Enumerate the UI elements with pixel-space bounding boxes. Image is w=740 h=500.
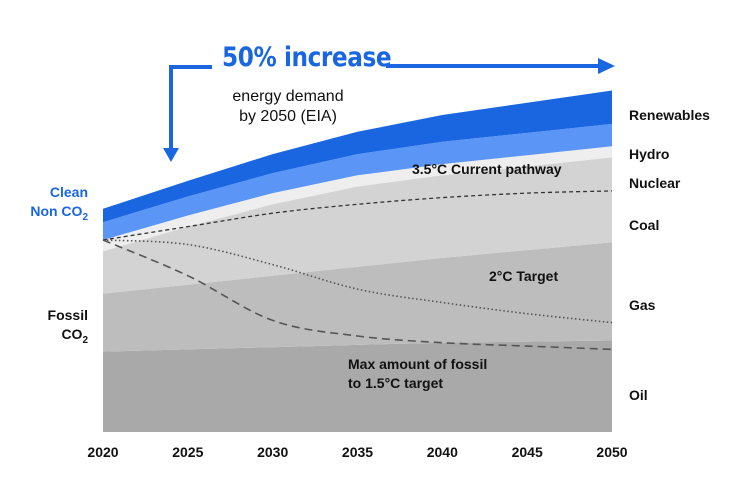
x-tick-label: 2035 [342,444,373,460]
clean-label-line-2: Non CO2 [30,202,88,227]
area-renewables [103,90,612,223]
fossil-label-co-text: CO [61,326,83,342]
max-fossil-label: Max amount of fossil to 1.5°C target [348,355,487,393]
x-tick-label: 2040 [427,444,458,460]
area-nuclear [103,146,612,252]
legend-renewables: Renewables [629,107,710,123]
headline: 50% increase [222,42,392,73]
clean-label: Clean Non CO2 [30,183,88,227]
clean-label-subscript: 2 [82,211,88,223]
two-degree-label: 2°C Target [489,268,559,284]
max-fossil-line-1: Max amount of fossil [348,356,488,372]
subheadline-line-1: energy demand [232,88,344,105]
area-gas [103,242,612,352]
clean-label-co-text: Non CO [30,203,83,219]
fossil-label: Fossil CO2 [48,306,88,350]
x-tick-label: 2025 [172,444,203,460]
increase-arrows [163,58,615,162]
fossil-label-line-1: Fossil [47,307,88,323]
x-tick-label: 2050 [596,444,627,460]
x-tick-label: 2045 [512,444,543,460]
right-arrow-head [598,58,615,74]
x-tick-label: 2030 [257,444,288,460]
legend-gas: Gas [629,297,656,313]
pathway-lines [102,190,613,351]
fossil-label-line-2: CO2 [48,325,88,350]
down-arrow-line [169,65,212,150]
subheadline-line-2: by 2050 (EIA) [239,108,337,125]
x-axis-ticks: 2020 2025 2030 2035 2040 2045 2050 [87,444,627,460]
legend-oil: Oil [629,387,648,403]
area-coal [103,157,612,294]
x-tick-label: 2020 [87,444,118,460]
down-arrow-head [163,148,179,162]
line-two-degree-target [102,239,613,324]
legend-coal: Coal [629,217,660,233]
legend-nuclear: Nuclear [629,175,681,191]
line-current-pathway [102,190,613,241]
fossil-label-subscript: 2 [82,334,88,346]
current-pathway-label: 3.5°C Current pathway [412,161,562,177]
subheadline: energy demand by 2050 (EIA) [220,87,356,127]
area-oil [103,340,612,432]
legend-hydro: Hydro [629,146,670,162]
line-max-fossil [102,239,613,351]
area-hydro [103,123,612,240]
max-fossil-line-2: to 1.5°C target [348,375,444,391]
stacked-areas [103,90,612,432]
clean-label-line-1: Clean [49,184,88,200]
